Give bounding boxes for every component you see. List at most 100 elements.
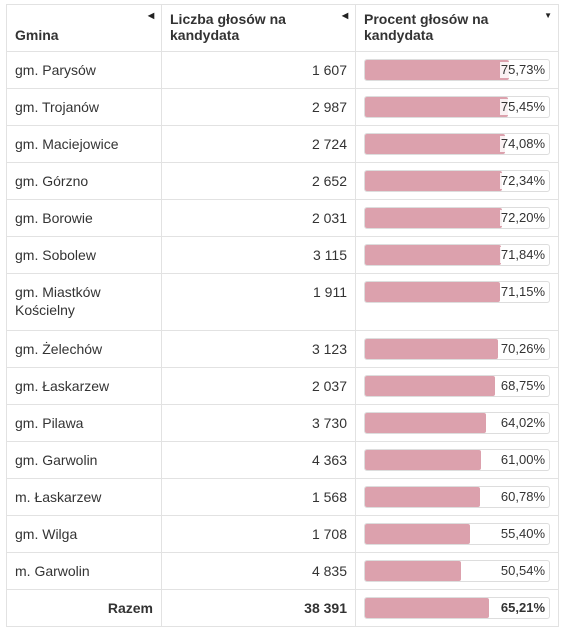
gmina-cell: gm. Pilawa: [6, 404, 162, 442]
votes-cell: 2 031: [161, 199, 356, 237]
table-row: gm. Trojanów 2 987 75,45%: [6, 88, 559, 126]
percent-bar: 75,73%: [364, 59, 550, 81]
percent-bar: 61,00%: [364, 449, 550, 471]
votes-count: 2 031: [311, 210, 347, 226]
percent-bar: 71,84%: [364, 244, 550, 266]
percent-cell: 71,15%: [355, 273, 559, 331]
votes-count: 1 607: [311, 62, 347, 78]
percent-bar: 70,26%: [364, 338, 550, 360]
percent-bar-fill: [365, 208, 502, 228]
percent-label: 60,78%: [499, 489, 546, 505]
column-header-procent[interactable]: ◀ Procent głosów na kandydata ▼: [342, 4, 559, 52]
percent-bar: 65,21%: [364, 597, 550, 619]
table-row: gm. Wilga 1 708 55,40%: [6, 515, 559, 553]
column-header-label: Procent głosów na kandydata: [364, 11, 489, 43]
percent-label: 50,54%: [499, 563, 546, 579]
total-label: Razem: [107, 600, 153, 616]
results-table: Gmina ◀ Liczba głosów na kandydata ◀ Pro…: [6, 4, 559, 627]
table-row: gm. Górzno 2 652 72,34%: [6, 162, 559, 200]
gmina-cell: gm. Sobolew: [6, 236, 162, 274]
percent-bar: 55,40%: [364, 523, 550, 545]
percent-cell: 75,45%: [355, 88, 559, 126]
table-row: m. Łaskarzew 1 568 60,78%: [6, 478, 559, 516]
percent-label: 75,73%: [499, 62, 546, 78]
gmina-cell: gm. Garwolin: [6, 441, 162, 479]
votes-count: 2 652: [311, 173, 347, 189]
gmina-name: gm. Miastków Kościelny: [15, 284, 101, 318]
percent-bar-fill: [365, 282, 500, 302]
percent-cell: 75,73%: [355, 51, 559, 89]
votes-count: 1 708: [311, 526, 347, 542]
percent-label: 72,34%: [499, 173, 546, 189]
percent-label: 71,15%: [499, 284, 546, 300]
percent-cell: 50,54%: [355, 552, 559, 590]
table-row: gm. Sobolew 3 115 71,84%: [6, 236, 559, 274]
gmina-cell: m. Łaskarzew: [6, 478, 162, 516]
gmina-cell: gm. Łaskarzew: [6, 367, 162, 405]
percent-bar-fill: [365, 97, 508, 117]
gmina-name: gm. Trojanów: [15, 99, 100, 115]
votes-cell: 4 835: [161, 552, 356, 590]
table-row: gm. Garwolin 4 363 61,00%: [6, 441, 559, 479]
votes-count: 2 037: [311, 378, 347, 394]
votes-cell: 1 607: [161, 51, 356, 89]
gmina-name: gm. Górzno: [15, 173, 89, 189]
percent-bar-fill: [365, 413, 487, 433]
gmina-cell: gm. Górzno: [6, 162, 162, 200]
sort-left-triangle-icon[interactable]: ◀: [148, 11, 155, 20]
percent-cell: 61,00%: [355, 441, 559, 479]
sort-down-triangle-icon[interactable]: ▼: [544, 11, 552, 20]
gmina-name: gm. Pilawa: [15, 415, 84, 431]
votes-cell: 2 987: [161, 88, 356, 126]
percent-bar-fill: [365, 561, 461, 581]
votes-cell: 4 363: [161, 441, 356, 479]
gmina-cell: gm. Miastków Kościelny: [6, 273, 162, 331]
table-body: gm. Parysów 1 607 75,73% gm. Trojanów 2 987 7…: [6, 51, 559, 627]
votes-count: 2 724: [311, 136, 347, 152]
votes-cell: 2 037: [161, 367, 356, 405]
percent-label: 55,40%: [499, 526, 546, 542]
percent-cell: 72,20%: [355, 199, 559, 237]
percent-bar: 71,15%: [364, 281, 550, 303]
total-label-cell: Razem: [6, 589, 162, 627]
percent-bar: 72,20%: [364, 207, 550, 229]
table-row: gm. Pilawa 3 730 64,02%: [6, 404, 559, 442]
sort-left-triangle-icon[interactable]: ◀: [342, 11, 349, 20]
percent-bar-fill: [365, 487, 481, 507]
gmina-name: gm. Wilga: [15, 526, 78, 542]
gmina-name: gm. Sobolew: [15, 247, 96, 263]
percent-label: 74,08%: [499, 136, 546, 152]
column-header-label: Liczba głosów na kandydata: [170, 11, 286, 43]
gmina-cell: gm. Wilga: [6, 515, 162, 553]
votes-count: 4 363: [311, 452, 347, 468]
gmina-name: gm. Maciejowice: [15, 136, 119, 152]
votes-count: 3 730: [311, 415, 347, 431]
percent-cell: 64,02%: [355, 404, 559, 442]
gmina-name: gm. Łaskarzew: [15, 378, 110, 394]
percent-bar: 74,08%: [364, 133, 550, 155]
percent-bar: 72,34%: [364, 170, 550, 192]
gmina-name: gm. Żelechów: [15, 341, 103, 357]
votes-count: 38 391: [304, 600, 347, 616]
table-total-row: Razem 38 391 65,21%: [6, 589, 559, 627]
votes-count: 3 115: [313, 247, 347, 263]
column-header-gmina[interactable]: Gmina: [6, 4, 162, 52]
percent-bar: 75,45%: [364, 96, 550, 118]
percent-cell: 70,26%: [355, 330, 559, 368]
votes-cell: 3 115: [161, 236, 356, 274]
table-row: gm. Łaskarzew 2 037 68,75%: [6, 367, 559, 405]
percent-bar-fill: [365, 339, 499, 359]
percent-bar: 60,78%: [364, 486, 550, 508]
percent-bar-fill: [365, 598, 489, 618]
percent-bar-fill: [365, 376, 496, 396]
votes-cell: 3 730: [161, 404, 356, 442]
votes-cell: 1 568: [161, 478, 356, 516]
column-header-liczba-glosow[interactable]: ◀ Liczba głosów na kandydata: [148, 4, 356, 52]
percent-cell: 71,84%: [355, 236, 559, 274]
percent-label: 70,26%: [499, 341, 546, 357]
percent-bar-fill: [365, 524, 470, 544]
percent-cell: 72,34%: [355, 162, 559, 200]
votes-count: 1 568: [311, 489, 347, 505]
percent-cell: 60,78%: [355, 478, 559, 516]
percent-bar: 50,54%: [364, 560, 550, 582]
